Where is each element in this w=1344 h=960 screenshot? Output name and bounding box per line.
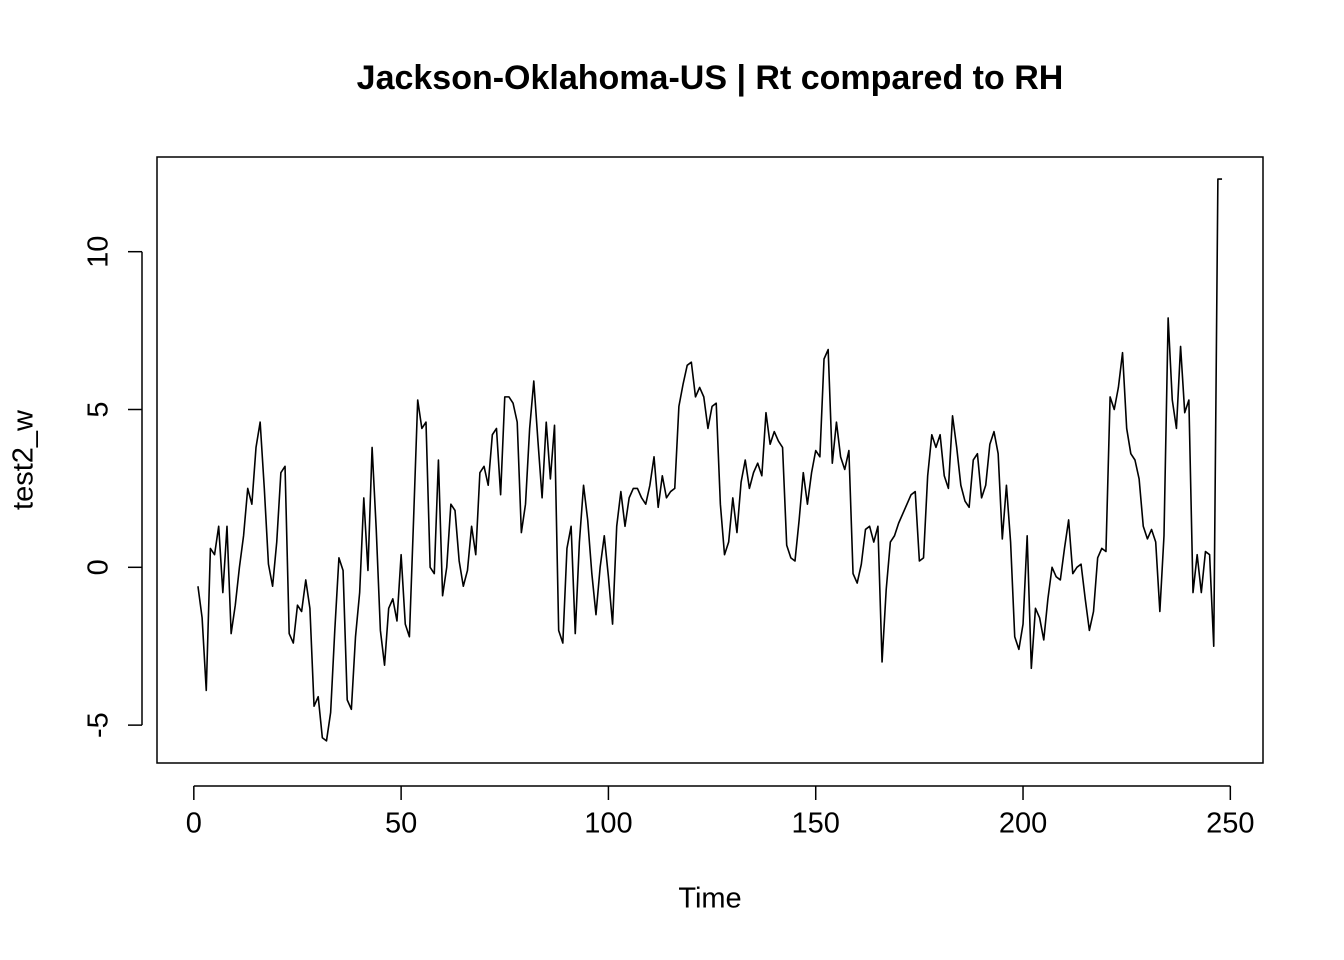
x-tick-label: 150 <box>792 808 840 840</box>
series-line <box>197 178 1223 742</box>
chart-title: Jackson-Oklahoma-US | Rt compared to RH <box>357 59 1064 97</box>
plot-frame <box>156 156 1264 764</box>
x-tick-label: 0 <box>186 808 202 840</box>
x-tick-label: 100 <box>584 808 632 840</box>
y-tick-label: 5 <box>83 401 115 417</box>
y-axis-label: test2_w <box>8 409 40 510</box>
y-tick-label: 0 <box>83 559 115 575</box>
x-tick-label: 50 <box>385 808 417 840</box>
y-tick-label: 10 <box>83 236 115 268</box>
x-tick-label: 250 <box>1206 808 1254 840</box>
x-tick-label: 200 <box>999 808 1047 840</box>
x-axis-label: Time <box>678 883 741 915</box>
y-tick-label: -5 <box>83 712 115 738</box>
